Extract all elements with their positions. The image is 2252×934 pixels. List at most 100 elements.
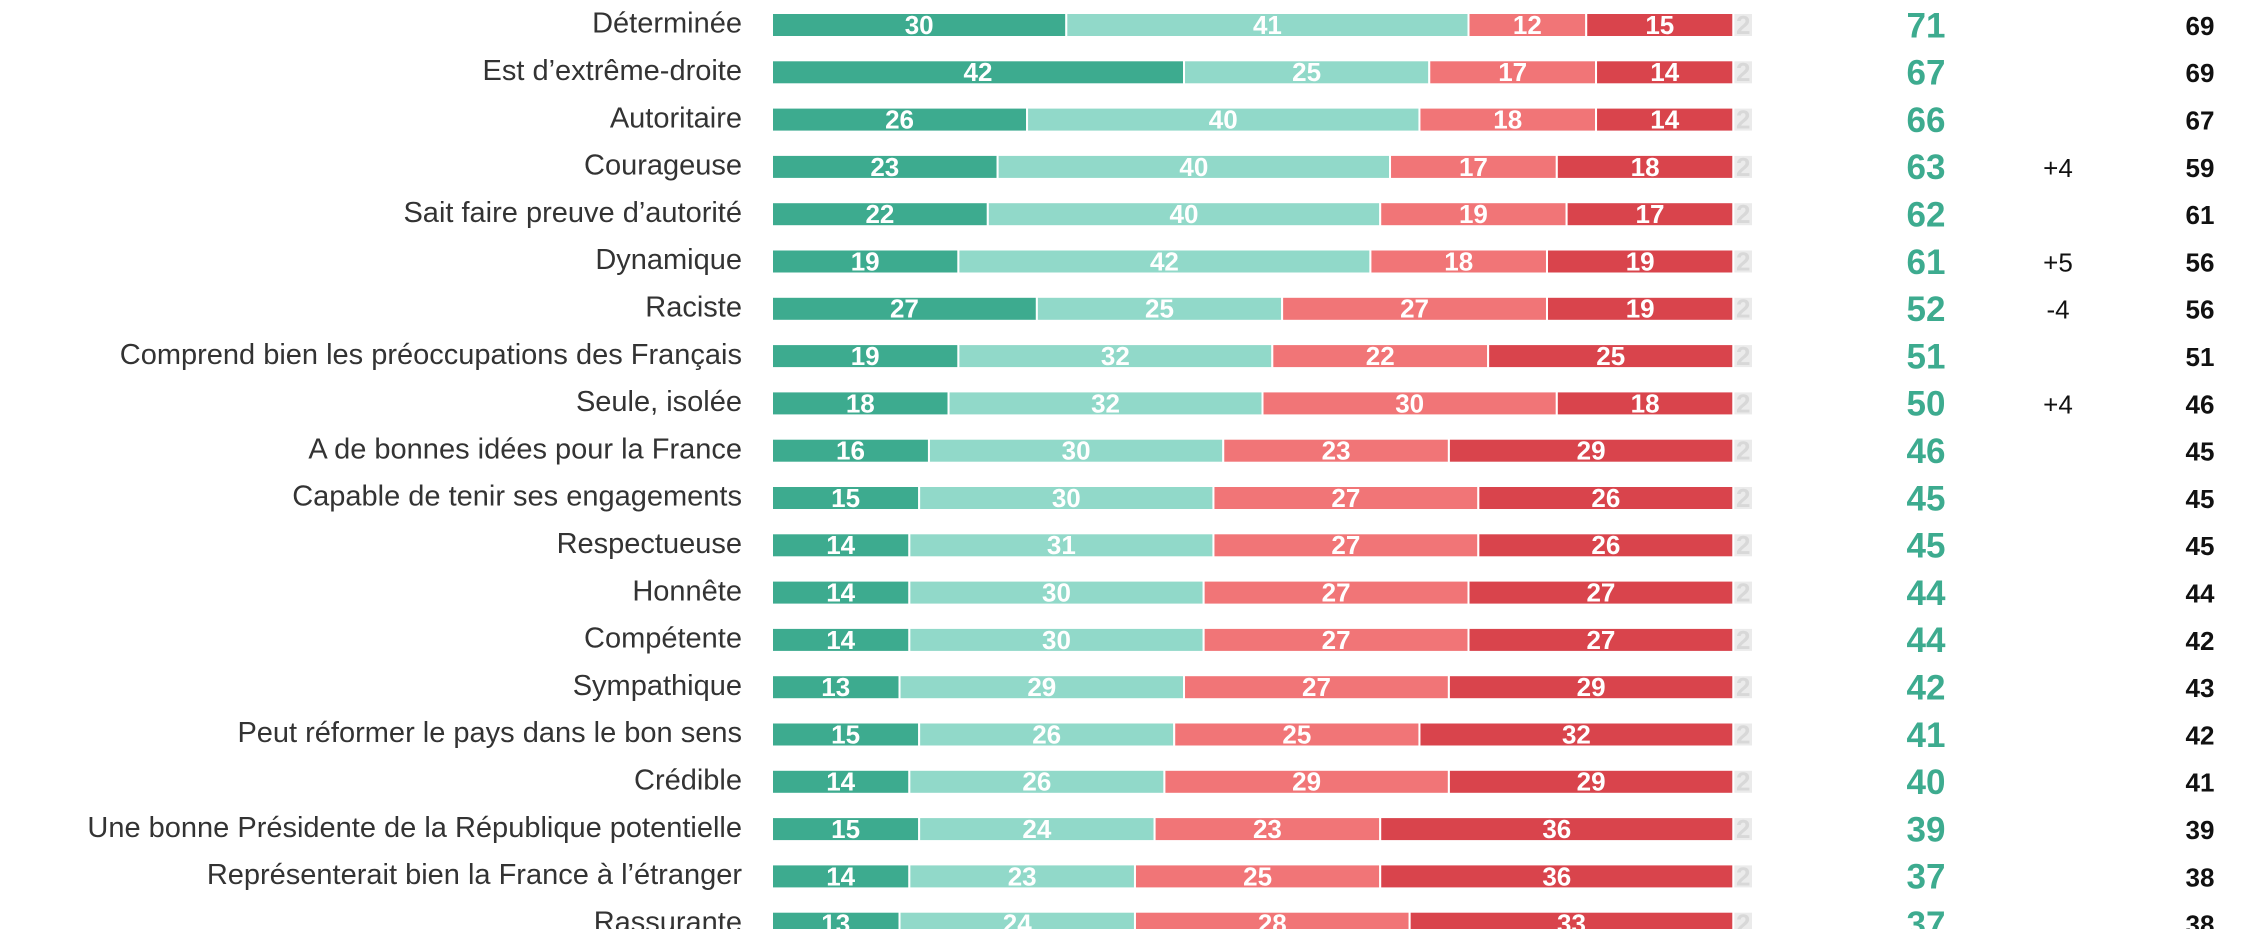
column-value: 37 — [1907, 905, 1946, 929]
bar-value-label: 27 — [1322, 577, 1351, 607]
bar-segment — [1555, 153, 1735, 180]
bar-value-label: 2 — [1736, 719, 1750, 749]
bar-segment — [1133, 863, 1382, 890]
bar-value-label: 26 — [885, 104, 914, 134]
bar-value-label: 23 — [1253, 814, 1282, 844]
bar-value-label: 27 — [1400, 294, 1429, 324]
column-value: 45 — [2186, 531, 2215, 561]
bar-value-label: 30 — [1042, 577, 1071, 607]
bar-segment — [898, 674, 1186, 701]
bar-value-label: 29 — [1577, 672, 1606, 702]
bar-segment — [771, 485, 921, 511]
bar-value-label: 2 — [1736, 246, 1750, 276]
category-label: Dynamique — [595, 244, 742, 276]
bar-segment — [1281, 295, 1548, 322]
bar-value-label: 22 — [1366, 341, 1395, 371]
bar-value-label: 31 — [1047, 530, 1076, 560]
bar-value-label: 14 — [826, 767, 855, 797]
bar-segment — [1732, 106, 1755, 133]
bar-segment — [771, 295, 1038, 322]
column-value: 38 — [2186, 910, 2215, 929]
bar-segment — [1732, 674, 1755, 701]
bar-segment — [771, 721, 921, 748]
bar-value-label: 14 — [826, 625, 855, 655]
bar-segment — [1732, 437, 1755, 464]
bar-value-label: 2 — [1736, 577, 1750, 607]
bar-segment — [1732, 248, 1755, 275]
bar-value-label: 2 — [1736, 199, 1750, 229]
column-value: 69 — [2186, 58, 2215, 88]
category-label: Compétente — [584, 623, 742, 655]
bar-segment — [918, 485, 1215, 511]
bar-segment — [1732, 390, 1755, 417]
column-value: 51 — [2186, 342, 2215, 372]
bar-value-label: 19 — [851, 246, 880, 276]
column-value: 63 — [1907, 148, 1946, 187]
bar-value-label: 2 — [1736, 57, 1750, 87]
category-label: Représenterait bien la France à l’étrang… — [207, 859, 743, 891]
bar-value-label: 27 — [890, 294, 919, 324]
bar-value-label: 23 — [1008, 861, 1037, 891]
bar-value-label: 17 — [1459, 152, 1488, 182]
bar-segment — [1732, 816, 1755, 843]
bar-segment — [1418, 106, 1598, 133]
bar-value-label: 2 — [1736, 672, 1750, 702]
bar-segment — [1173, 721, 1421, 748]
bar-value-label: 28 — [1258, 909, 1287, 929]
column-value: 39 — [2186, 815, 2215, 845]
bar-segment — [1026, 106, 1421, 133]
bar-value-label: 32 — [1091, 388, 1120, 418]
bar-segment — [1447, 768, 1735, 795]
bar-value-label: 15 — [831, 483, 860, 513]
bar-value-label: 25 — [1243, 861, 1272, 891]
bar-segment — [1153, 816, 1382, 843]
bar-value-label: 2 — [1736, 388, 1750, 418]
bar-segment — [1418, 721, 1735, 748]
bar-value-label: 26 — [1022, 767, 1051, 797]
bar-value-label: 42 — [964, 57, 993, 87]
bar-value-label: 2 — [1736, 625, 1750, 655]
column-value: +5 — [2043, 247, 2073, 277]
bar-segment — [908, 579, 1205, 606]
bar-segment — [1732, 343, 1755, 370]
column-value: -4 — [2046, 295, 2069, 325]
bar-value-label: 29 — [1577, 767, 1606, 797]
bar-segment — [1732, 485, 1755, 511]
bar-segment — [1202, 626, 1470, 653]
bar-value-label: 27 — [1586, 577, 1615, 607]
bar-segment — [947, 390, 1264, 417]
bar-segment — [1183, 59, 1431, 86]
bar-value-label: 14 — [1650, 57, 1679, 87]
bar-value-label: 15 — [1645, 10, 1674, 40]
bar-value-label: 32 — [1562, 719, 1591, 749]
bar-value-label: 17 — [1498, 57, 1527, 87]
category-label: Capable de tenir ses engagements — [292, 481, 742, 513]
bar-segment — [1732, 626, 1755, 653]
bar-segment — [1035, 295, 1284, 322]
bar-value-label: 27 — [1302, 672, 1331, 702]
bar-value-label: 2 — [1736, 104, 1750, 134]
bar-value-label: 19 — [851, 341, 880, 371]
bar-segment — [957, 343, 1274, 370]
category-label: Seule, isolée — [576, 386, 742, 418]
bar-value-label: 14 — [826, 577, 855, 607]
bar-value-label: 19 — [1626, 294, 1655, 324]
column-value: 38 — [2186, 862, 2215, 892]
bar-value-label: 27 — [1331, 483, 1360, 513]
category-label: A de bonnes idées pour la France — [308, 433, 742, 465]
bar-segment — [1467, 12, 1588, 38]
bar-value-label: 42 — [1150, 246, 1179, 276]
column-value: 61 — [2186, 200, 2215, 230]
bar-value-label: 23 — [870, 152, 899, 182]
bar-segment — [771, 816, 921, 843]
category-label: Autoritaire — [610, 102, 742, 134]
bar-segment — [771, 626, 911, 653]
bar-segment — [771, 59, 1186, 86]
column-value: +4 — [2043, 389, 2073, 419]
bar-value-label: 18 — [846, 388, 875, 418]
column-value: 69 — [2186, 11, 2215, 41]
bar-segment — [1477, 485, 1735, 511]
bar-segment — [771, 579, 911, 606]
bar-value-label: 26 — [1591, 530, 1620, 560]
bar-value-label: 27 — [1322, 625, 1351, 655]
